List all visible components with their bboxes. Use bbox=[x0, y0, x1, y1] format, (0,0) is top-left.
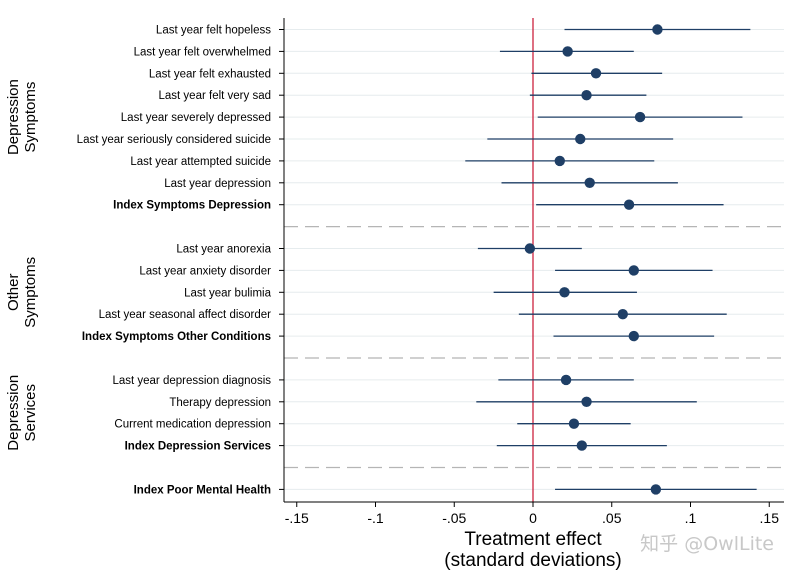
x-tick-label: 0 bbox=[529, 510, 537, 526]
estimate-point bbox=[623, 199, 635, 210]
estimate-point bbox=[562, 46, 573, 57]
group-title-line1: Other bbox=[5, 274, 22, 312]
group-title-line2: Services bbox=[22, 384, 39, 442]
row-label: Last year depression bbox=[164, 178, 271, 190]
estimate-point bbox=[628, 330, 639, 342]
estimate-point bbox=[559, 287, 570, 298]
estimate-point bbox=[584, 177, 595, 188]
x-ticks: -.15 -.1 -.05 0 .05 .1 .15 bbox=[285, 502, 780, 526]
estimate-point bbox=[576, 440, 588, 451]
row-label: Last year felt overwhelmed bbox=[134, 46, 271, 58]
group-title-line2: Symptoms bbox=[22, 82, 39, 153]
estimate-point bbox=[617, 309, 628, 320]
x-tick-label: .1 bbox=[685, 510, 697, 526]
estimate-point bbox=[652, 24, 663, 35]
point-estimates bbox=[524, 24, 663, 495]
estimate-point bbox=[590, 68, 602, 79]
row-label: Last year felt hopeless bbox=[156, 25, 271, 37]
x-tick-label: -.15 bbox=[285, 510, 309, 526]
row-labels: Last year felt hopeless Last year felt ov… bbox=[77, 25, 272, 497]
estimate-point bbox=[628, 265, 639, 276]
row-label: Last year felt exhausted bbox=[149, 68, 271, 80]
group-title-line2: Symptoms bbox=[22, 257, 39, 328]
x-tick-label: .05 bbox=[602, 510, 622, 526]
row-label: Last year seasonal affect disorder bbox=[99, 309, 272, 321]
row-label: Last year anxiety disorder bbox=[139, 265, 271, 277]
group-title-line1: Depression bbox=[5, 375, 22, 451]
row-label: Last year depression diagnosis bbox=[112, 375, 271, 387]
row-label: Last year anorexia bbox=[176, 244, 271, 256]
row-label: Last year felt very sad bbox=[159, 90, 272, 102]
x-tick-label: .15 bbox=[760, 510, 780, 526]
axes bbox=[283, 18, 784, 503]
x-axis-title-line1: Treatment effect bbox=[464, 529, 602, 550]
estimate-point bbox=[568, 418, 580, 429]
estimate-point bbox=[554, 155, 565, 167]
row-label: Last year bulimia bbox=[184, 287, 272, 299]
row-label: Index Poor Mental Health bbox=[134, 484, 271, 496]
estimate-point bbox=[650, 484, 662, 495]
row-label: Index Symptoms Other Conditions bbox=[82, 331, 271, 343]
row-label: Last year seriously considered suicide bbox=[77, 134, 271, 146]
row-label: Therapy depression bbox=[169, 397, 271, 409]
row-label: Index Symptoms Depression bbox=[113, 200, 271, 212]
estimate-point bbox=[581, 396, 592, 407]
x-tick-label: -.05 bbox=[442, 510, 466, 526]
watermark-text: 知乎 @OwlLite bbox=[640, 533, 774, 555]
estimate-point bbox=[575, 133, 586, 145]
estimate-point bbox=[560, 374, 572, 386]
estimate-point bbox=[524, 243, 536, 254]
row-label: Index Depression Services bbox=[125, 441, 271, 453]
x-tick-label: -.1 bbox=[367, 510, 384, 526]
estimate-point bbox=[581, 90, 592, 101]
group-title-line1: Depression bbox=[5, 79, 22, 155]
row-label: Current medication depression bbox=[114, 419, 271, 431]
x-axis-title-line2: (standard deviations) bbox=[444, 550, 621, 571]
row-label: Last year attempted suicide bbox=[130, 156, 271, 168]
row-label: Last year severely depressed bbox=[121, 112, 271, 124]
estimate-point bbox=[634, 111, 646, 123]
